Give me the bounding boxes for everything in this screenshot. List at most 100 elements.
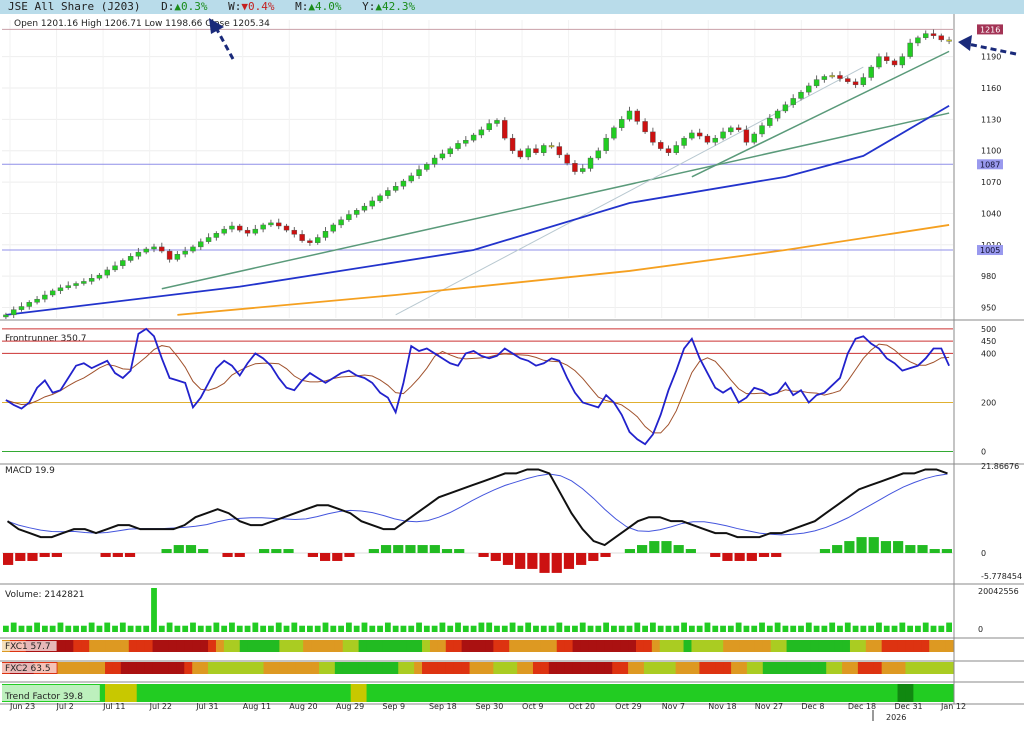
fxc1-label-bg <box>2 641 57 651</box>
heatmap-cell <box>152 640 162 652</box>
candle-body <box>829 75 835 78</box>
x-axis-tick: Jul 31 <box>195 702 218 711</box>
macd-histogram-bar <box>746 553 757 561</box>
volume-bar <box>345 622 352 632</box>
volume-bar <box>127 625 134 632</box>
candle-body <box>821 76 828 80</box>
x-axis-tick: Aug 20 <box>289 702 317 711</box>
heatmap-cell <box>659 662 669 674</box>
macd-histogram-bar <box>502 553 514 565</box>
heatmap-cell <box>192 684 201 702</box>
candle-body <box>385 190 391 196</box>
trend-factor-label-bg <box>2 685 100 701</box>
heatmap-cell <box>873 640 883 652</box>
heatmap-cell <box>208 684 217 702</box>
title-bar: JSE All Share (J203) D:▲0.3% W:▼0.4% M:▲… <box>0 0 1024 14</box>
volume-bar <box>322 622 329 632</box>
x-axis-tick: Sep 9 <box>382 702 405 711</box>
chart-canvas[interactable]: 9509801010104010701100113011601190Jun 23… <box>0 14 1024 735</box>
volume-bar <box>595 625 602 632</box>
volume-bar <box>876 622 882 632</box>
heatmap-cell <box>548 640 558 652</box>
heatmap-cell <box>509 640 518 652</box>
heatmap-cell <box>762 640 772 652</box>
volume-bar <box>751 625 758 632</box>
candle-body <box>657 142 664 149</box>
macd-line <box>6 468 948 547</box>
heatmap-cell <box>588 684 597 702</box>
frontrunner-title: Frontrunner 350.7 <box>5 334 86 344</box>
candle-body <box>728 127 734 133</box>
price-axis-tick: 1130 <box>981 115 1001 124</box>
candle-body <box>556 146 563 156</box>
heatmap-cell <box>184 662 193 674</box>
heatmap-cell <box>818 684 827 702</box>
macd-histogram-bar <box>624 549 635 554</box>
candle-body <box>509 137 516 151</box>
heatmap-cell <box>350 640 360 652</box>
volume-bar <box>104 622 111 632</box>
x-axis-tick: Aug 29 <box>336 702 364 711</box>
heatmap-cell <box>532 662 542 674</box>
macd-histogram-bar <box>844 541 855 554</box>
macd-axis-tick: 21.86676 <box>981 462 1019 471</box>
heatmap-cell <box>215 640 225 652</box>
volume-bar <box>649 622 656 632</box>
heatmap-cell <box>461 640 471 652</box>
heatmap-cell <box>334 684 344 702</box>
heatmap-cell <box>105 640 114 652</box>
volume-bar <box>860 625 867 632</box>
heatmap-cell <box>279 662 288 674</box>
x-axis-tick: Sep 30 <box>476 702 504 711</box>
heatmap-cell <box>485 640 494 652</box>
heatmap-cell <box>540 684 550 702</box>
macd-histogram-bar <box>527 553 538 569</box>
volume-bar <box>462 625 469 632</box>
heatmap-cell <box>905 662 914 674</box>
heatmap-cell <box>596 640 605 652</box>
heatmap-cell <box>128 640 138 652</box>
volume-bar <box>112 625 118 632</box>
level-tag <box>977 245 1003 256</box>
heatmap-cell <box>889 640 899 652</box>
candle-body <box>73 283 79 286</box>
heatmap-cell <box>239 662 249 674</box>
x-axis-tick: Aug 11 <box>243 702 271 711</box>
macd-histogram-bar <box>417 545 428 554</box>
heatmap-cell <box>612 684 621 702</box>
candle-body <box>237 225 243 231</box>
heatmap-cell <box>97 640 106 652</box>
candle-body <box>517 150 524 158</box>
candle-body <box>642 121 648 133</box>
x-axis-tick: Nov 7 <box>662 702 685 711</box>
heatmap-cell <box>215 684 225 702</box>
volume-bar <box>353 625 360 632</box>
heatmap-cell <box>620 640 629 652</box>
heatmap-cell <box>501 640 510 652</box>
heatmap-cell <box>303 640 312 652</box>
volume-axis-tick: 20042556 <box>978 587 1019 596</box>
heatmap-cell <box>65 662 74 674</box>
heatmap-cell <box>548 662 558 674</box>
candle-body <box>221 228 227 234</box>
heatmap-cell <box>319 640 328 652</box>
volume-bar <box>813 625 820 632</box>
heatmap-cell <box>778 640 788 652</box>
heatmap-cell <box>319 684 328 702</box>
heatmap-cell <box>810 640 819 652</box>
x-axis-tick: Jan 12 <box>940 702 966 711</box>
heatmap-cell <box>160 640 170 652</box>
heatmap-cell <box>279 684 288 702</box>
candle-body <box>65 285 71 288</box>
candle-body <box>190 246 196 252</box>
macd-histogram-bar <box>856 537 867 554</box>
candle-body <box>860 77 867 86</box>
heatmap-cell <box>905 684 914 702</box>
heatmap-cell <box>429 640 439 652</box>
volume-bar <box>883 625 890 632</box>
macd-histogram-bar <box>198 549 209 554</box>
frontrunner-signal-line <box>5 343 950 434</box>
candle-body <box>392 186 399 191</box>
heatmap-cell <box>184 640 193 652</box>
heatmap-cell <box>437 684 447 702</box>
